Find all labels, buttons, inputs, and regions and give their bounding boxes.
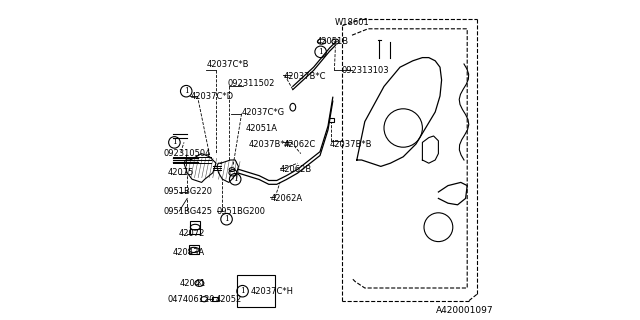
Text: 1: 1 [318, 48, 323, 56]
Text: 42037C*G: 42037C*G [242, 108, 285, 116]
Text: X: X [197, 280, 202, 286]
Text: 1: 1 [224, 215, 229, 223]
Text: 1: 1 [172, 138, 177, 147]
Text: 42043A: 42043A [173, 248, 205, 257]
Text: 42037C*D: 42037C*D [191, 92, 234, 100]
Text: 0951BG220: 0951BG220 [163, 188, 212, 196]
Bar [191, 221, 200, 234]
Text: 42072: 42072 [179, 229, 205, 238]
Text: 0951BG200: 0951BG200 [217, 207, 266, 216]
Bar [329, 118, 334, 122]
Text: 42037B*A: 42037B*A [249, 140, 291, 148]
Text: 42037B*C: 42037B*C [283, 72, 326, 81]
Text: 42051A: 42051A [246, 124, 278, 132]
Text: 1: 1 [233, 175, 237, 183]
Text: 1: 1 [240, 287, 245, 295]
Bar [189, 245, 199, 254]
Text: 42052: 42052 [216, 295, 243, 304]
Text: 42037C*B: 42037C*B [206, 60, 249, 68]
Text: 42062B: 42062B [280, 165, 312, 174]
Text: W18601: W18601 [334, 18, 369, 27]
Text: 42075: 42075 [168, 168, 195, 177]
Text: 42051B: 42051B [316, 37, 348, 46]
Text: 42037B*B: 42037B*B [330, 140, 372, 148]
Text: 42062A: 42062A [270, 194, 303, 203]
Text: 092310504: 092310504 [163, 149, 211, 158]
Text: 1: 1 [184, 87, 189, 95]
Text: 42037C*H: 42037C*H [250, 287, 293, 296]
Bar [212, 297, 218, 301]
Text: 047406120: 047406120 [168, 295, 216, 304]
Text: 0951BG425: 0951BG425 [163, 207, 212, 216]
Text: 092313103: 092313103 [342, 66, 389, 75]
Text: A420001097: A420001097 [436, 306, 493, 315]
Text: +: + [332, 39, 339, 44]
Text: 092311502: 092311502 [227, 79, 275, 88]
Text: 42041: 42041 [180, 279, 206, 288]
Bar [237, 275, 275, 307]
Text: 42062C: 42062C [283, 140, 316, 148]
